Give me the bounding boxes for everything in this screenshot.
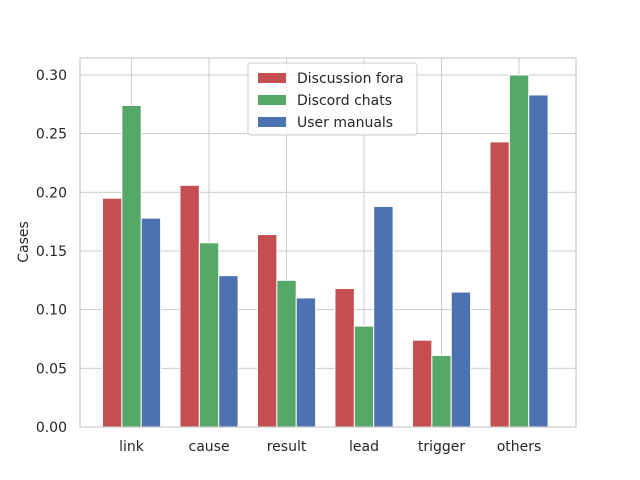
bar-discussion-fora-trigger	[411, 339, 433, 428]
legend-entry: User manuals	[297, 115, 393, 131]
bar-discord-chats-cause	[198, 242, 220, 428]
x-tick-label: result	[267, 439, 307, 455]
bar-discord-chats-others	[508, 74, 530, 428]
legend-entry: Discussion fora	[297, 71, 404, 87]
x-tick-label: lead	[349, 439, 379, 455]
y-tick-label: 0.15	[36, 244, 67, 260]
bar-discord-chats-lead	[353, 325, 375, 428]
x-tick-label: others	[497, 439, 542, 455]
bar-discussion-fora-link	[101, 197, 123, 428]
bars	[101, 74, 549, 428]
bar-discussion-fora-lead	[334, 288, 355, 428]
bar-user-manuals-result	[295, 297, 317, 428]
bar-discussion-fora-result	[256, 234, 278, 428]
legend-box	[247, 62, 418, 136]
x-tick-label: trigger	[418, 439, 466, 455]
x-tick-labels: link cause result lead trigger others	[119, 439, 541, 455]
plot-frame	[79, 57, 577, 428]
y-tick-label: 0.20	[36, 185, 67, 201]
bar-discussion-fora-others	[489, 141, 510, 428]
y-tick-label: 0.25	[36, 127, 67, 143]
x-tick-label: cause	[189, 439, 230, 455]
x-tick-label: link	[119, 439, 145, 455]
bar-discord-chats-trigger	[431, 354, 452, 428]
bar-user-manuals-link	[140, 217, 162, 428]
bar-user-manuals-cause	[218, 275, 239, 428]
y-tick-label: 0.05	[36, 361, 67, 377]
bar-discord-chats-result	[276, 279, 297, 428]
y-tick-label: 0.30	[36, 68, 67, 84]
bar-user-manuals-others	[528, 94, 549, 428]
legend-entry: Discord chats	[297, 93, 392, 109]
bar-user-manuals-lead	[373, 205, 394, 428]
bar-user-manuals-trigger	[450, 291, 472, 428]
legend-swatch	[258, 73, 286, 83]
legend-swatch	[258, 95, 286, 105]
y-axis-label: Cases	[16, 221, 32, 263]
y-tick-label: 0.00	[36, 420, 67, 436]
y-tick-label: 0.10	[36, 303, 67, 319]
bar-discussion-fora-cause	[179, 184, 200, 428]
legend-swatch	[258, 117, 286, 127]
bar-discord-chats-link	[121, 105, 142, 428]
y-tick-labels: 0.00 0.05 0.10 0.15 0.20 0.25 0.30	[36, 68, 67, 436]
legend: Discussion fora Discord chats User manuals	[247, 62, 418, 136]
